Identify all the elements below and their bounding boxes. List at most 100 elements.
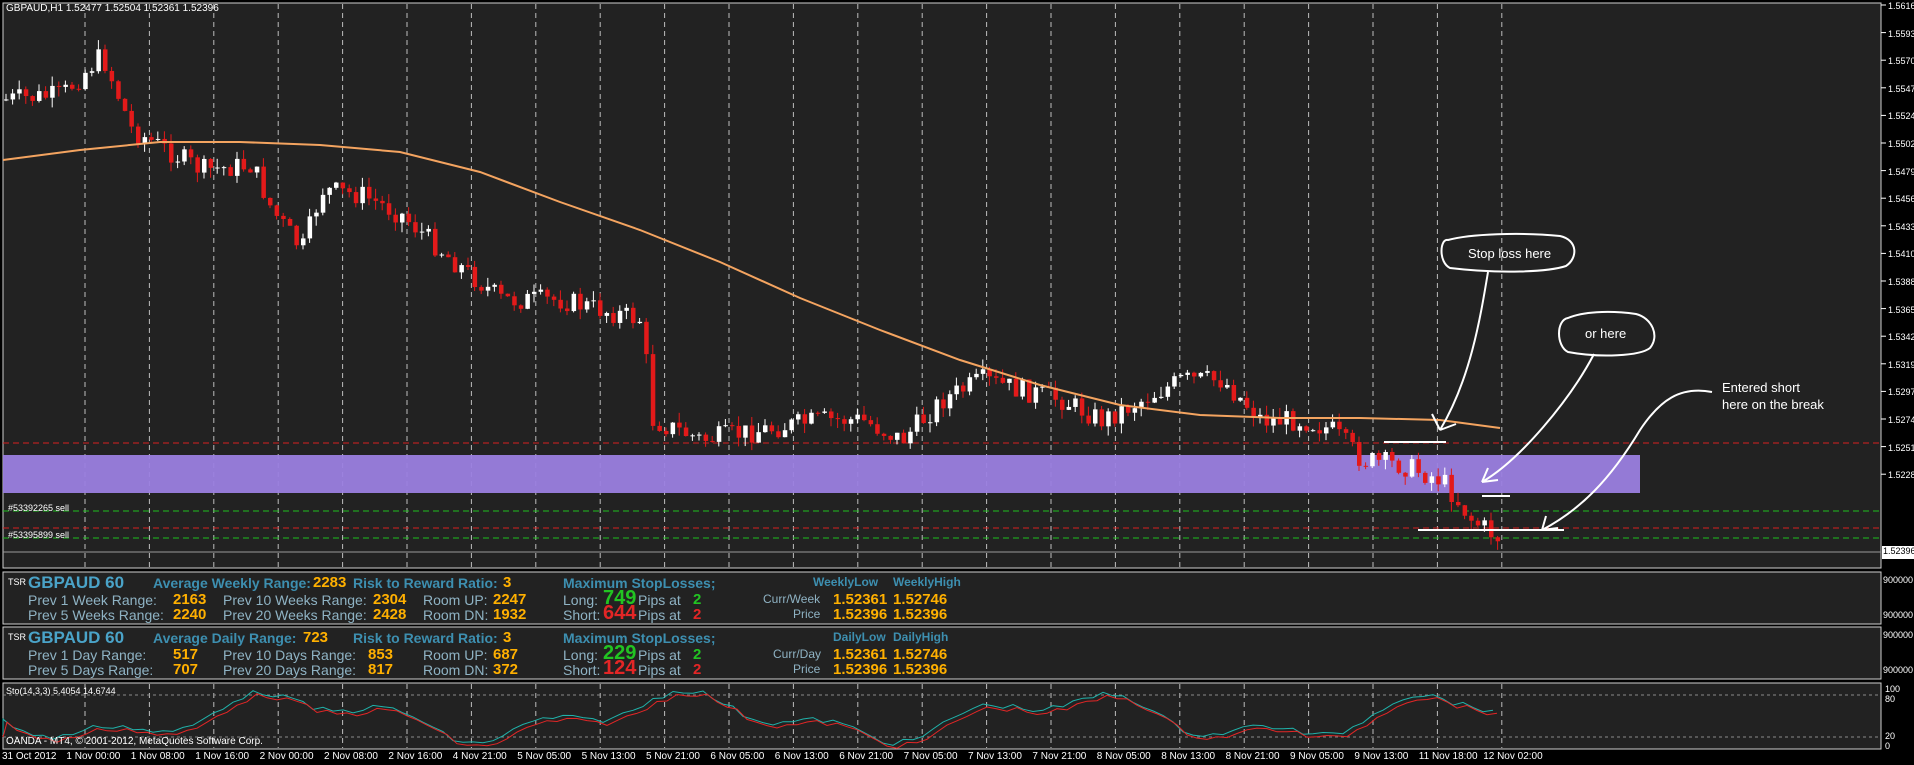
- candle: [1489, 512, 1494, 545]
- weekly-high-label: WeeklyHigh: [893, 575, 961, 589]
- price-tick-label: 1.55700: [1888, 56, 1914, 67]
- candle: [1317, 422, 1322, 442]
- candle: [683, 422, 689, 437]
- weekly-prev20-label: Prev 20 Weeks Range:: [223, 607, 367, 623]
- daily-long-value: 229: [603, 642, 637, 664]
- stoch-signal-line: [2, 693, 1498, 749]
- candle: [340, 182, 346, 195]
- daily-avg-value: 723: [303, 629, 329, 646]
- candle: [1099, 405, 1105, 431]
- daily-roomup-value: 687: [493, 646, 519, 663]
- candle: [1396, 458, 1402, 475]
- candle: [83, 69, 88, 91]
- time-tick-label: 7 Nov 21:00: [1032, 751, 1087, 762]
- daily-long-at: 2: [693, 646, 702, 663]
- candle: [1442, 467, 1448, 488]
- stochastic-panel[interactable]: [2, 682, 1882, 750]
- weekly-long-value: 749: [603, 587, 637, 609]
- or-here-bubble: [1558, 310, 1656, 357]
- candle: [835, 412, 841, 429]
- candle: [769, 421, 775, 435]
- symbol-info: GBPAUD,H1 1.52477 1.52504 1.52361 1.5239…: [6, 3, 219, 14]
- daily-prev1-label: Prev 1 Day Range:: [28, 647, 147, 663]
- weekly-price-low: 1.52396: [833, 606, 888, 623]
- candle: [1172, 372, 1177, 390]
- candle: [815, 411, 821, 417]
- candle: [1363, 462, 1369, 470]
- candle: [505, 293, 511, 297]
- candle: [1060, 396, 1065, 419]
- time-tick-label: 11 Nov 18:00: [1418, 751, 1478, 762]
- candle: [967, 372, 973, 396]
- stoch-main-line: [2, 690, 1494, 746]
- candle: [736, 416, 742, 447]
- daily-avg-label: Average Daily Range:: [153, 630, 297, 646]
- candle: [690, 433, 695, 441]
- weekly-prev10-value: 2304: [373, 591, 407, 608]
- candle: [776, 425, 781, 439]
- candle: [1238, 397, 1243, 402]
- candle: [1086, 406, 1091, 426]
- weekly-range-panel[interactable]: [2, 571, 1882, 625]
- price-tick-label: 1.55475: [1888, 83, 1914, 94]
- candle: [1429, 472, 1435, 491]
- candle: [1053, 380, 1058, 407]
- candle: [1027, 379, 1032, 403]
- price-tick-label: 1.54105: [1888, 249, 1914, 260]
- candle: [116, 79, 121, 102]
- time-tick-label: 2 Nov 00:00: [259, 751, 314, 762]
- candle: [789, 418, 794, 434]
- candle: [466, 257, 471, 270]
- weekly-rr-value: 3: [503, 574, 512, 591]
- candle: [611, 306, 616, 327]
- weekly-prev10-label: Prev 10 Weeks Range:: [223, 592, 367, 608]
- order-label-1: #53392265 sell: [8, 503, 70, 513]
- candle: [459, 263, 464, 279]
- candle: [604, 311, 610, 323]
- daily-range-panel[interactable]: [2, 626, 1882, 680]
- weekly-roomup-value: 2247: [493, 591, 527, 608]
- candle: [525, 290, 530, 310]
- time-tick-label: 1 Nov 00:00: [66, 751, 121, 762]
- daily-currday-label: Curr/Day: [773, 647, 822, 661]
- candle: [294, 224, 299, 250]
- time-tick-label: 6 Nov 21:00: [839, 751, 894, 762]
- candle: [373, 188, 379, 210]
- daily-prev5-label: Prev 5 Days Range:: [28, 662, 154, 678]
- weekly-long-label: Long:: [563, 592, 599, 608]
- candle: [921, 406, 926, 424]
- price-tick-label: 1.56160: [1888, 1, 1914, 11]
- stoch-axis-20: 20: [1885, 731, 1896, 741]
- candle: [1000, 369, 1006, 384]
- daily-price-high: 1.52396: [893, 661, 948, 678]
- daily-rr-value: 3: [503, 629, 512, 646]
- daily-prev10-label: Prev 10 Days Range:: [223, 647, 357, 663]
- candle: [1475, 517, 1481, 527]
- candle: [624, 303, 629, 320]
- candle: [1304, 425, 1309, 433]
- candle: [875, 417, 880, 436]
- weekly-prev20-value: 2428: [373, 606, 407, 623]
- time-tick-label: 8 Nov 21:00: [1225, 751, 1280, 762]
- candle: [1013, 372, 1019, 397]
- candle: [129, 104, 134, 134]
- candle: [1409, 454, 1415, 478]
- candle: [1033, 381, 1039, 409]
- daily-roomdn-value: 372: [493, 661, 519, 678]
- candle: [1264, 405, 1270, 433]
- weekly-short-label: Short:: [563, 607, 601, 623]
- candle: [327, 187, 332, 204]
- price-tick-label: 1.54790: [1888, 166, 1914, 177]
- candle: [1020, 377, 1025, 400]
- candle: [1291, 408, 1296, 432]
- candle: [235, 151, 240, 183]
- price-tick-label: 1.53425: [1888, 332, 1914, 343]
- weekly-prev5-label: Prev 5 Weeks Range:: [28, 607, 164, 623]
- candle: [413, 214, 418, 238]
- daily-short-at: 2: [693, 661, 702, 678]
- candle: [670, 422, 676, 438]
- candle: [1423, 471, 1428, 485]
- candle: [228, 164, 233, 177]
- candle: [221, 165, 227, 176]
- price-tick-label: 1.52285: [1888, 470, 1914, 481]
